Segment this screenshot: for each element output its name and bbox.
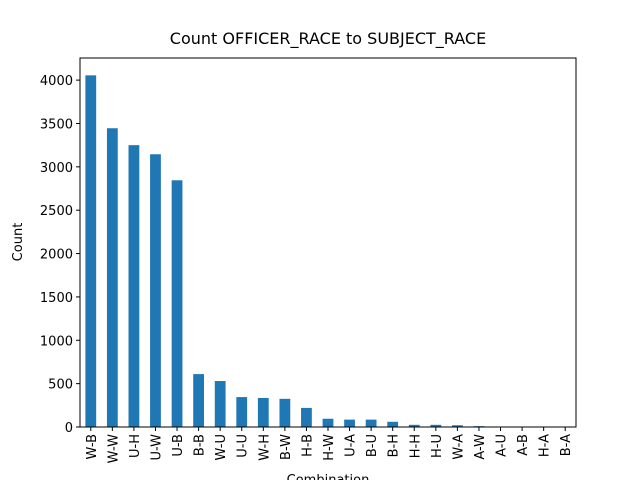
bar [430, 424, 442, 427]
bar [387, 421, 399, 427]
x-tick-label: A-B [516, 434, 531, 456]
x-tick-label: U-U [236, 434, 251, 458]
bar [236, 397, 248, 427]
bar [193, 374, 204, 427]
bar [408, 424, 420, 427]
bar [85, 75, 97, 427]
x-axis-label: Combination [287, 473, 370, 480]
x-tick-label: W-H [257, 434, 272, 461]
y-tick-label: 3500 [40, 117, 73, 132]
bar [171, 180, 183, 427]
x-tick-label: B-A [559, 434, 574, 456]
x-tick-label: B-H [387, 434, 402, 457]
bar [106, 128, 118, 427]
x-tick-label: U-H [128, 434, 143, 458]
axes-frame [79, 57, 577, 428]
y-tick-label: 500 [48, 378, 73, 393]
y-tick-label: 0 [65, 421, 73, 436]
chart-title: Count OFFICER_RACE to SUBJECT_RACE [170, 29, 486, 49]
x-tick-label: W-A [451, 434, 466, 460]
x-tick-label: U-W [149, 434, 164, 461]
x-tick-label: W-U [214, 434, 229, 461]
bar [257, 397, 269, 427]
y-tick-label: 2500 [40, 204, 73, 219]
y-tick-label: 4000 [40, 74, 73, 89]
x-tick-label: U-A [344, 434, 359, 457]
x-tick-label: U-B [171, 434, 186, 457]
y-tick-label: 1500 [40, 291, 73, 306]
bar [214, 381, 226, 427]
x-tick-label: A-U [495, 434, 510, 457]
bar [452, 425, 463, 427]
x-tick-label: B-U [365, 434, 380, 457]
x-tick-label: B-B [193, 434, 208, 456]
bar [365, 419, 377, 427]
y-axis-label: Count [11, 223, 26, 262]
x-tick-label: W-B [85, 434, 100, 459]
x-tick-label: A-W [473, 434, 488, 460]
y-tick-label: 1000 [40, 334, 73, 349]
bar [150, 154, 161, 427]
bar [322, 418, 334, 427]
x-tick-label: H-H [408, 434, 423, 458]
y-tick-label: 2000 [40, 248, 73, 263]
bar [279, 398, 291, 427]
x-tick-label: H-A [538, 434, 553, 457]
x-tick-label: H-W [322, 434, 337, 461]
bar [344, 419, 355, 427]
x-tick-label: B-W [279, 434, 294, 460]
bar [301, 407, 312, 427]
y-tick-label: 3000 [40, 161, 73, 176]
x-tick-label: H-B [300, 434, 315, 457]
bar [128, 145, 140, 428]
x-tick-label: H-U [430, 434, 445, 458]
x-tick-label: W-W [106, 434, 121, 463]
